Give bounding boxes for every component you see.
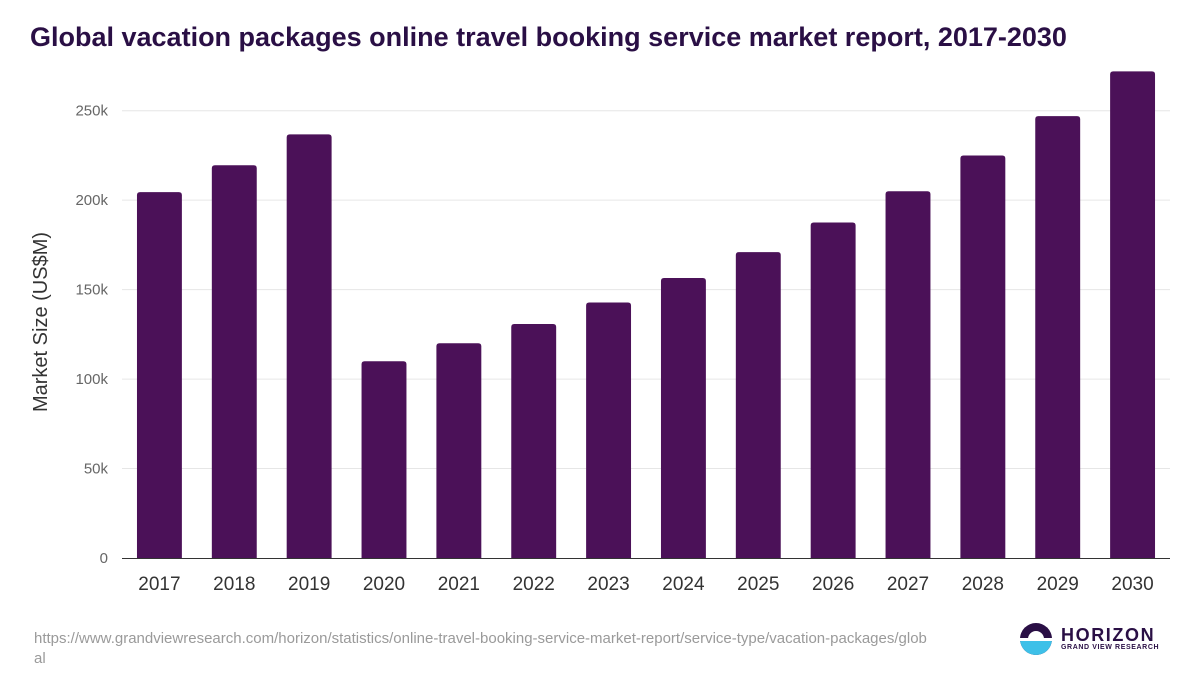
bar-2024[interactable] — [660, 278, 706, 558]
bars — [136, 71, 1156, 559]
y-tick-label: 0 — [100, 550, 108, 567]
x-tick-label: 2022 — [513, 574, 555, 595]
bar-2020[interactable] — [361, 361, 407, 558]
x-tick-label: 2024 — [662, 574, 705, 595]
y-axis-title: Market Size (US$M) — [30, 232, 52, 412]
y-axis-ticks: 0 50k 100k 150k 200k 250k — [75, 103, 108, 567]
y-tick-label: 150k — [75, 282, 108, 299]
x-tick-label: 2028 — [962, 574, 1004, 595]
bar-2028[interactable] — [960, 155, 1006, 559]
x-tick-label: 2019 — [288, 574, 330, 595]
horizon-logo-icon — [1020, 623, 1052, 655]
x-axis-ticks: 2017 2018 2019 2020 2021 2022 2023 2024 2025 2026… — [138, 574, 1153, 595]
source-url[interactable]: https://www.grandviewresearch.com/horizo… — [34, 630, 927, 667]
bar-2023[interactable] — [586, 302, 632, 558]
gridlines — [122, 110, 1170, 470]
logo-name: HORIZON — [1061, 625, 1156, 645]
x-tick-label: 2025 — [737, 574, 779, 595]
y-tick-label: 100k — [75, 371, 108, 388]
bar-2021[interactable] — [436, 343, 482, 558]
bar-2027[interactable] — [885, 191, 931, 558]
x-tick-label: 2026 — [812, 574, 854, 595]
bar-2022[interactable] — [511, 323, 557, 558]
horizon-logo: HORIZON GRAND VIEW RESEARCH — [1019, 622, 1159, 658]
x-tick-label: 2020 — [363, 574, 405, 595]
y-tick-label: 200k — [75, 192, 108, 209]
bar-2017[interactable] — [136, 192, 182, 558]
bar-2019[interactable] — [286, 134, 332, 559]
bar-2025[interactable] — [735, 252, 781, 558]
x-tick-label: 2030 — [1111, 574, 1153, 595]
bar-2029[interactable] — [1035, 116, 1081, 558]
bar-chart: 0 50k 100k 150k 200k 250k 2017 2018 2019 2020 202… — [30, 71, 1170, 595]
chart-title: Global vacation packages online travel b… — [30, 22, 1067, 52]
bar-2030[interactable] — [1110, 71, 1156, 558]
x-tick-label: 2023 — [587, 574, 629, 595]
y-tick-label: 50k — [84, 461, 109, 478]
x-tick-label: 2027 — [887, 574, 929, 595]
x-tick-label: 2029 — [1037, 574, 1079, 595]
y-tick-label: 250k — [75, 103, 108, 120]
bar-2018[interactable] — [211, 165, 257, 558]
logo-tagline: GRAND VIEW RESEARCH — [1061, 644, 1160, 651]
x-tick-label: 2021 — [438, 574, 480, 595]
x-tick-label: 2017 — [138, 574, 180, 595]
x-tick-label: 2018 — [213, 574, 255, 595]
bar-2026[interactable] — [810, 222, 856, 558]
